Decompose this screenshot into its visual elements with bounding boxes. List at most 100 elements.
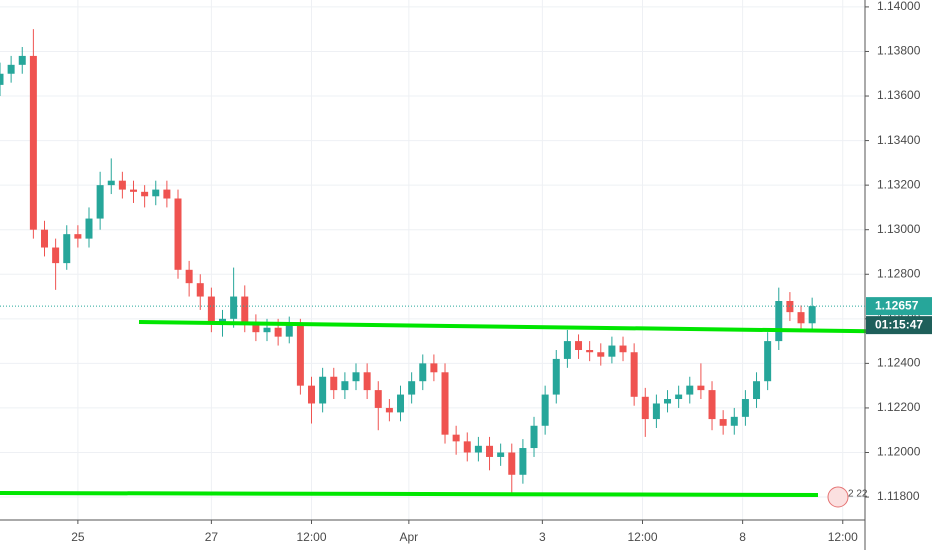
last-price-box xyxy=(866,297,932,316)
candle-body xyxy=(441,372,449,435)
candle-body xyxy=(630,352,638,397)
candle-body xyxy=(207,296,215,324)
candle-body xyxy=(263,327,271,333)
candle-body xyxy=(652,403,660,420)
candle-body xyxy=(241,296,249,324)
y-tick-label: 1.13000 xyxy=(877,222,921,236)
candle-body xyxy=(74,234,82,239)
y-tick-label: 1.12000 xyxy=(877,445,921,459)
y-tick-label: 1.12200 xyxy=(877,400,921,414)
candle-body xyxy=(96,185,104,219)
candle-body xyxy=(708,390,716,420)
y-tick-label: 1.13600 xyxy=(877,88,921,102)
candle-body xyxy=(586,350,594,353)
candle-body xyxy=(130,189,138,192)
candle-body xyxy=(486,445,494,457)
candle-body xyxy=(230,296,238,319)
candle-body xyxy=(608,345,616,357)
candle-body xyxy=(619,345,627,353)
candle-body xyxy=(530,425,538,449)
candle-body xyxy=(430,363,438,373)
badge-icon[interactable] xyxy=(827,486,849,508)
candle-body xyxy=(7,64,15,74)
badge[interactable]: 2 22 xyxy=(848,489,868,500)
candle-body xyxy=(397,394,405,413)
candle-body xyxy=(474,445,482,453)
candle-body xyxy=(163,189,171,199)
candle-body xyxy=(808,306,816,324)
candle-body xyxy=(107,180,115,186)
support-line xyxy=(0,491,819,497)
candle-body xyxy=(18,55,26,65)
candle-body xyxy=(419,363,427,382)
candle-body xyxy=(552,358,560,395)
candle-body xyxy=(0,73,4,85)
candle-body xyxy=(29,55,37,230)
y-tick-label: 1.14000 xyxy=(877,0,921,13)
candle-body xyxy=(675,394,683,400)
x-tick-label: 8 xyxy=(739,530,746,544)
y-tick-label: 1.13400 xyxy=(877,133,921,147)
y-tick-label: 1.11800 xyxy=(877,489,920,503)
candle-body xyxy=(664,399,672,404)
y-tick-label: 1.12400 xyxy=(877,356,921,370)
candle-body xyxy=(319,376,327,404)
candle-body xyxy=(541,394,549,426)
candle-body xyxy=(285,325,293,337)
candle-body xyxy=(730,416,738,426)
candle-body xyxy=(497,452,505,457)
candle-body xyxy=(374,390,382,408)
countdown: 01:15:47 xyxy=(875,317,923,331)
candle-body xyxy=(452,434,460,442)
y-tick-label: 1.12800 xyxy=(877,266,921,280)
candle-body xyxy=(352,372,360,382)
candle-body xyxy=(775,300,783,342)
candle-body xyxy=(341,381,349,391)
candle-body xyxy=(508,452,516,475)
x-tick-label: 12:00 xyxy=(828,530,858,544)
candle-body xyxy=(219,318,227,324)
candle-body xyxy=(697,385,705,391)
candle-body xyxy=(141,191,149,197)
candle-body xyxy=(764,341,772,382)
y-tick-label: 1.13800 xyxy=(877,44,921,58)
candle-body xyxy=(408,381,416,395)
candle-body xyxy=(575,341,583,351)
candle-body xyxy=(753,381,761,400)
last-price-label: 1.12657 xyxy=(875,298,919,312)
candles xyxy=(0,29,816,493)
candle-body xyxy=(363,372,371,391)
candle-body xyxy=(597,352,605,357)
candle-body xyxy=(174,198,182,270)
candle-body xyxy=(252,323,260,333)
candle-body xyxy=(385,407,393,413)
candle-body xyxy=(719,419,727,426)
candle-body xyxy=(152,189,160,197)
candle-body xyxy=(196,283,204,297)
candle-body xyxy=(563,341,571,359)
candle-body xyxy=(274,327,282,337)
candle-body xyxy=(52,247,60,264)
candle-body xyxy=(85,218,93,239)
candle-body xyxy=(519,448,527,475)
candle-body xyxy=(185,269,193,284)
grid xyxy=(0,0,865,520)
trend-line xyxy=(138,320,926,334)
candle-body xyxy=(308,385,316,404)
x-tick-label: 12:00 xyxy=(627,530,657,544)
x-tick-label: 12:00 xyxy=(296,530,326,544)
candle-body xyxy=(797,312,805,324)
x-tick-label: 3 xyxy=(539,530,546,544)
candle-body xyxy=(118,180,126,190)
candle-body xyxy=(463,441,471,453)
candle-body xyxy=(641,396,649,420)
candle-body xyxy=(686,385,694,395)
x-tick-label: 25 xyxy=(71,530,85,544)
x-tick-label: Apr xyxy=(400,530,419,544)
candle-body xyxy=(741,399,749,417)
candle-body xyxy=(41,229,49,248)
y-tick-label: 1.13200 xyxy=(877,177,921,191)
